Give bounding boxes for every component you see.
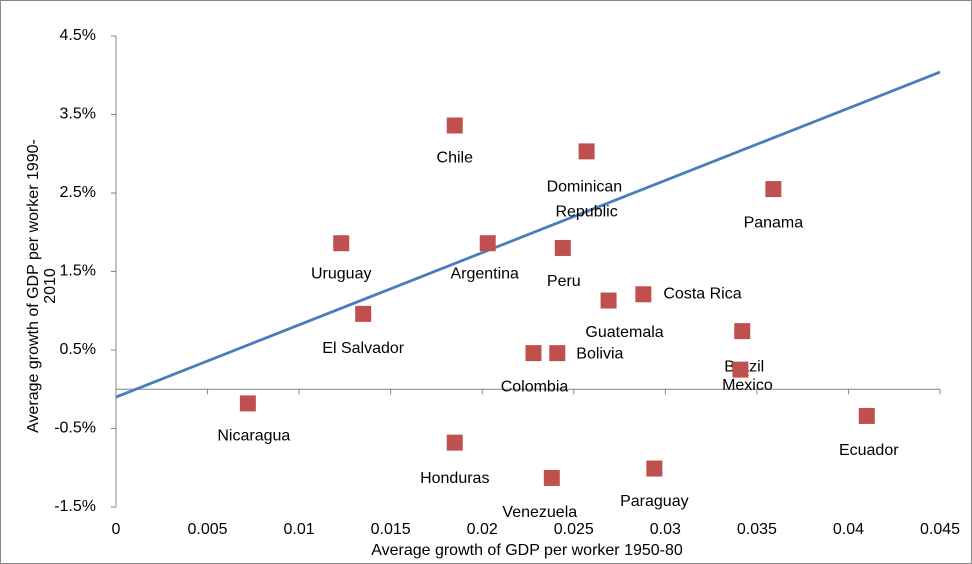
point-label: Paraguay — [620, 493, 689, 510]
y-tick-label: 1.5% — [60, 263, 96, 280]
x-tick-label: 0.04 — [833, 521, 864, 538]
point-label: Colombia — [501, 378, 569, 395]
y-tick-label: 4.5% — [60, 27, 96, 44]
y-axis-title: Average growth of GDP per worker 1990-20… — [25, 139, 59, 433]
point — [333, 235, 350, 252]
point — [734, 323, 751, 340]
x-tick-label: 0.045 — [920, 521, 960, 538]
point-label: Honduras — [420, 470, 489, 487]
point — [239, 395, 256, 412]
y-tick-label: 0.5% — [60, 341, 96, 358]
point — [732, 361, 749, 378]
point — [578, 143, 595, 160]
y-tick-label: -0.5% — [54, 420, 96, 437]
point — [355, 305, 372, 322]
point — [646, 460, 663, 477]
x-tick-label: 0.035 — [737, 521, 777, 538]
point-label: Mexico — [722, 377, 773, 394]
point — [858, 407, 875, 424]
x-axis-title: Average growth of GDP per worker 1950-80 — [371, 542, 683, 559]
point-label: Argentina — [450, 265, 519, 282]
point — [600, 292, 617, 309]
x-tick-label: 0.005 — [188, 521, 228, 538]
point — [446, 434, 463, 451]
y-tick-label: -1.5% — [54, 498, 96, 515]
point-label: Panama — [744, 214, 804, 231]
point-label: Costa Rica — [663, 285, 741, 302]
point — [549, 345, 566, 362]
point-label: Guatemala — [585, 324, 663, 341]
point-label: Nicaragua — [217, 428, 290, 445]
x-tick-label: 0 — [112, 521, 121, 538]
trendline — [115, 70, 941, 399]
y-tick-label: 3.5% — [60, 106, 96, 123]
point — [554, 239, 571, 256]
x-tick-label: 0.015 — [371, 521, 411, 538]
point — [479, 235, 496, 252]
point — [635, 286, 652, 303]
x-tick-label: 0.01 — [284, 521, 315, 538]
point — [543, 469, 560, 486]
x-tick-label: 0.03 — [650, 521, 681, 538]
point-label: Venezuela — [502, 504, 577, 521]
point-label: Dominican Republic — [547, 179, 627, 221]
point — [765, 181, 782, 198]
y-tick-label: 2.5% — [60, 184, 96, 201]
x-tick-label: 0.025 — [554, 521, 594, 538]
point-label: Peru — [547, 273, 581, 290]
point — [446, 117, 463, 134]
point — [525, 345, 542, 362]
x-tick-label: 0.02 — [467, 521, 498, 538]
point-label: Chile — [437, 150, 474, 167]
point-label: Uruguay — [311, 265, 371, 282]
point-label: Bolivia — [576, 345, 623, 362]
point-label: El Salvador — [322, 340, 404, 357]
point-label: Ecuador — [839, 442, 899, 459]
